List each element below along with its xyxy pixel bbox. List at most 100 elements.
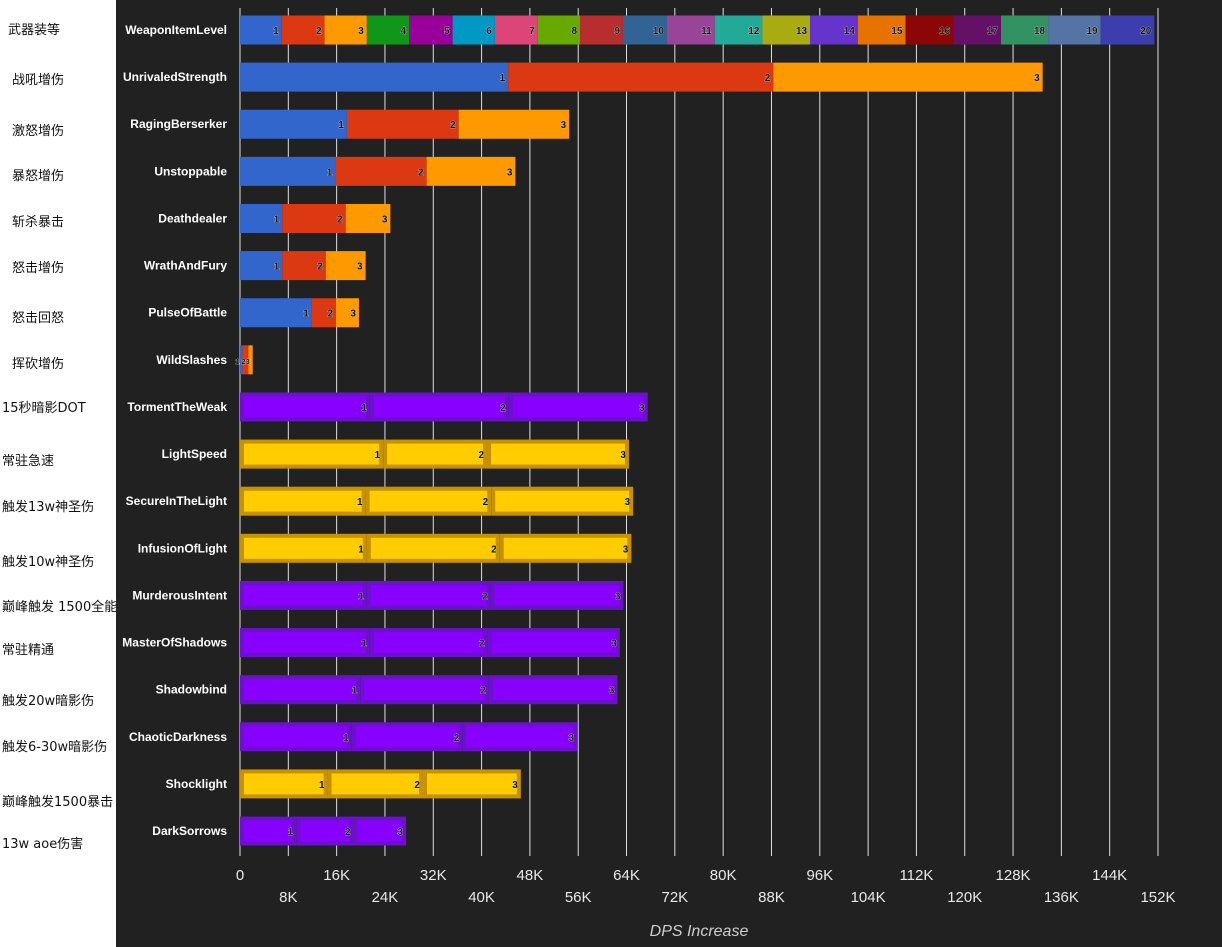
- segment-label: 1: [361, 639, 367, 650]
- segment-label: 2: [478, 450, 484, 461]
- segment-label: 3: [568, 733, 574, 744]
- segment-label: 1: [274, 214, 280, 225]
- annotation-label: 触发10w神圣伤: [2, 555, 95, 570]
- category-label: MurderousIntent: [132, 588, 227, 602]
- segment-label: 2: [337, 214, 343, 225]
- segment-label: 2: [500, 403, 506, 414]
- bar-segment: [773, 62, 1043, 92]
- bar-segment: [487, 439, 629, 469]
- segment-label: 1: [500, 73, 506, 84]
- bar-segment: [369, 392, 509, 422]
- x-tick-label: 8K: [279, 889, 297, 906]
- bar-segment: [1100, 15, 1155, 45]
- segment-label: 1: [288, 827, 294, 838]
- annotation-label: 触发6-30w暗影伤: [2, 740, 108, 755]
- segment-label: 2: [480, 686, 486, 697]
- segment-label: 3: [382, 214, 388, 225]
- bar-segment: [366, 15, 410, 45]
- x-tick-label: 104K: [851, 889, 886, 906]
- segment-label: 3: [350, 309, 356, 320]
- bar-segment: [240, 628, 370, 658]
- bar-segment: [240, 769, 328, 799]
- bar-segment: [240, 62, 509, 92]
- segment-label: 2: [316, 26, 322, 37]
- bar-segment: [240, 580, 367, 610]
- category-label: Shadowbind: [156, 683, 227, 697]
- segment-label: 3: [625, 497, 631, 508]
- segment-label: 3: [398, 827, 404, 838]
- bar-segment: [353, 816, 407, 846]
- bar-segment: [452, 15, 495, 45]
- bar-segment: [240, 675, 361, 705]
- bar-segment: [810, 15, 858, 45]
- bar-segment: [240, 109, 347, 139]
- segment-label: 3: [358, 26, 364, 37]
- category-label: WeaponItemLevel: [125, 23, 227, 37]
- bar-segment: [240, 251, 283, 281]
- segment-label: 3: [609, 686, 615, 697]
- segment-label: 1: [361, 403, 367, 414]
- x-tick-label: 80K: [710, 867, 737, 884]
- category-label: Unstoppable: [154, 164, 227, 178]
- annotation-label: 激怒增伤: [12, 124, 65, 139]
- segment-label: 2: [479, 639, 485, 650]
- category-label: LightSpeed: [162, 447, 227, 461]
- bar-segment: [494, 15, 538, 45]
- bar-segment: [242, 345, 249, 375]
- segment-label: 3: [615, 591, 621, 602]
- bar-segment: [240, 392, 370, 422]
- segment-label: 3: [246, 359, 250, 366]
- segment-label: 13: [796, 26, 808, 37]
- segment-label: 10: [653, 26, 665, 37]
- segment-label: 3: [623, 544, 629, 555]
- bar-segment: [240, 486, 366, 516]
- bar-segment: [327, 769, 423, 799]
- annotation-label: 武器装等: [8, 23, 61, 38]
- bar-segment: [508, 392, 648, 422]
- bar-segment: [462, 722, 578, 752]
- bar-segment: [240, 345, 243, 375]
- bar-segment: [714, 15, 763, 45]
- category-label: WrathAndFury: [144, 259, 227, 273]
- chart-panel: 0 8K 16K 24K 32K 40K 48K 56K 64K 72K 80K 88K 96K 104K…: [116, 0, 1222, 947]
- segment-label: 3: [512, 780, 518, 791]
- x-tick-label: 128K: [996, 867, 1031, 884]
- segment-label: 15: [891, 26, 903, 37]
- bar-segment: [1048, 15, 1101, 45]
- segment-label: 3: [507, 167, 513, 178]
- category-label: DarkSorrows: [152, 824, 227, 838]
- x-tick-label: 40K: [468, 889, 495, 906]
- bar-segment: [499, 533, 632, 563]
- segment-label: 1: [273, 26, 279, 37]
- bar-segment: [762, 15, 811, 45]
- annotation-label: 常驻精通: [2, 643, 55, 658]
- x-tick-label: 112K: [899, 867, 933, 884]
- segment-label: 18: [1034, 26, 1046, 37]
- bar-segment: [248, 345, 253, 375]
- x-tick-label: 32K: [420, 867, 447, 884]
- segment-label: 2: [317, 262, 323, 273]
- segment-label: 19: [1087, 26, 1099, 37]
- bar-segment: [491, 486, 634, 516]
- bar-segment: [311, 298, 337, 328]
- segment-label: 1: [327, 167, 333, 178]
- bar-segment: [240, 298, 312, 328]
- annotation-label: 巅峰触发1500暴击: [2, 795, 114, 810]
- bar-segment: [324, 15, 367, 45]
- bar-segment: [508, 62, 774, 92]
- segment-label: 1: [357, 497, 363, 508]
- bar-segment: [282, 251, 326, 281]
- segment-label: 4: [401, 26, 407, 37]
- segment-label: 1: [358, 544, 364, 555]
- segment-label: 5: [444, 26, 450, 37]
- bar-segment: [488, 675, 618, 705]
- bar-segment: [336, 298, 359, 328]
- segment-label: 1: [303, 309, 309, 320]
- x-tick-label: 136K: [1044, 889, 1079, 906]
- bar-segment: [458, 109, 570, 139]
- bar-segment: [953, 15, 1001, 45]
- category-label: UnrivaledStrength: [123, 70, 227, 84]
- segment-label: 1: [338, 120, 344, 131]
- segment-label: 2: [345, 827, 351, 838]
- bar-segment: [360, 675, 489, 705]
